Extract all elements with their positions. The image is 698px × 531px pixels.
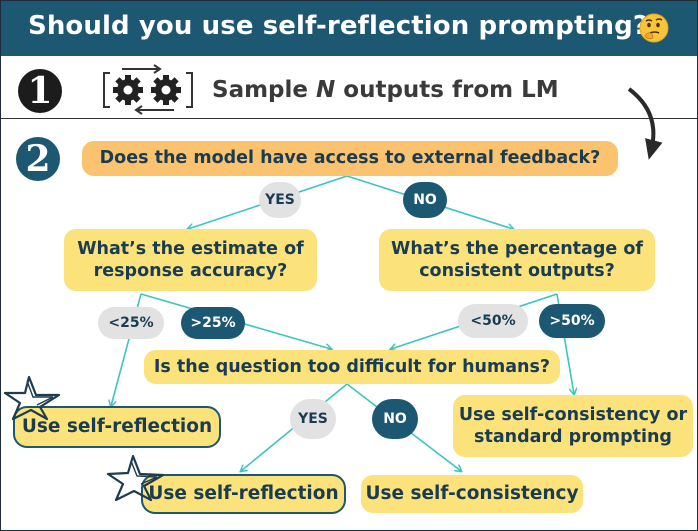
node-percentage-line-1: What’s the percentage of: [391, 238, 643, 259]
pill-lt50: <50%: [458, 304, 528, 338]
curved-arrow: [627, 87, 663, 160]
step-1-text-before: Sample: [212, 77, 317, 103]
step-1-text-after: outputs from LM: [335, 77, 559, 103]
pill-no-top: NO: [403, 182, 447, 218]
step-divider: [1, 118, 697, 119]
page-title: Should you use self-reflection prompting…: [28, 11, 649, 41]
step-1-text-n: N: [316, 77, 336, 103]
node-use-self-reflection-bottom: Use self-reflection: [141, 474, 346, 514]
pill-gt25: >25%: [181, 307, 245, 339]
node-use-self-consistency-or-standard: Use self-consistency or standard prompti…: [453, 395, 693, 457]
node-estimate-line-2: response accuracy?: [93, 261, 288, 281]
node-percentage-line-2: consistent outputs?: [419, 261, 615, 281]
node-estimate-accuracy: What’s the estimate of response accuracy…: [64, 229, 317, 291]
pill-no-bottom: NO: [372, 399, 418, 439]
pill-yes-top: YES: [259, 182, 301, 218]
thinking-face-icon: [639, 13, 669, 43]
node-percentage-consistent: What’s the percentage of consistent outp…: [379, 229, 655, 291]
step-1-number: 1: [18, 69, 62, 113]
pill-lt25: <25%: [98, 307, 164, 339]
gears-cycle-icon: [103, 64, 193, 115]
node-estimate-line-1: What’s the estimate of: [77, 238, 304, 259]
node-use-self-reflection-left: Use self-reflection: [13, 406, 221, 448]
node-external-feedback: Does the model have access to external f…: [82, 141, 618, 176]
step-2-number: 2: [16, 137, 60, 181]
star-icon-bottom: [106, 454, 165, 502]
node-consistency-standard-line-1: Use self-consistency or: [458, 404, 688, 425]
header-banner: Should you use self-reflection prompting…: [1, 1, 697, 56]
node-use-self-consistency-bottom: Use self-consistency: [361, 475, 583, 513]
pill-yes-bottom: YES: [290, 399, 336, 439]
star-icon-left: [3, 375, 61, 421]
node-consistency-standard-line-2: standard prompting: [474, 427, 672, 447]
node-too-difficult: Is the question too difficult for humans…: [144, 350, 560, 384]
step-1-text: Sample N outputs from LM: [212, 77, 559, 103]
pill-gt50: >50%: [539, 304, 605, 338]
